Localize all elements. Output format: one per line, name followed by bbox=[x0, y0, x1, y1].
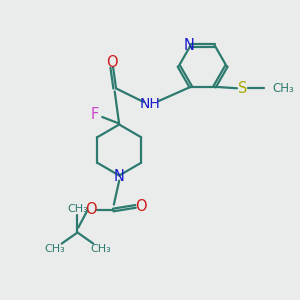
Text: CH₃: CH₃ bbox=[67, 204, 88, 214]
Text: CH₃: CH₃ bbox=[44, 244, 65, 254]
Text: N: N bbox=[184, 38, 195, 53]
Text: O: O bbox=[106, 55, 118, 70]
Text: N: N bbox=[114, 169, 124, 184]
Text: O: O bbox=[85, 202, 97, 217]
Text: NH: NH bbox=[140, 97, 161, 110]
Text: CH₃: CH₃ bbox=[90, 244, 111, 254]
Text: F: F bbox=[90, 107, 99, 122]
Text: O: O bbox=[135, 199, 147, 214]
Text: CH₃: CH₃ bbox=[273, 82, 294, 95]
Text: S: S bbox=[238, 81, 248, 96]
